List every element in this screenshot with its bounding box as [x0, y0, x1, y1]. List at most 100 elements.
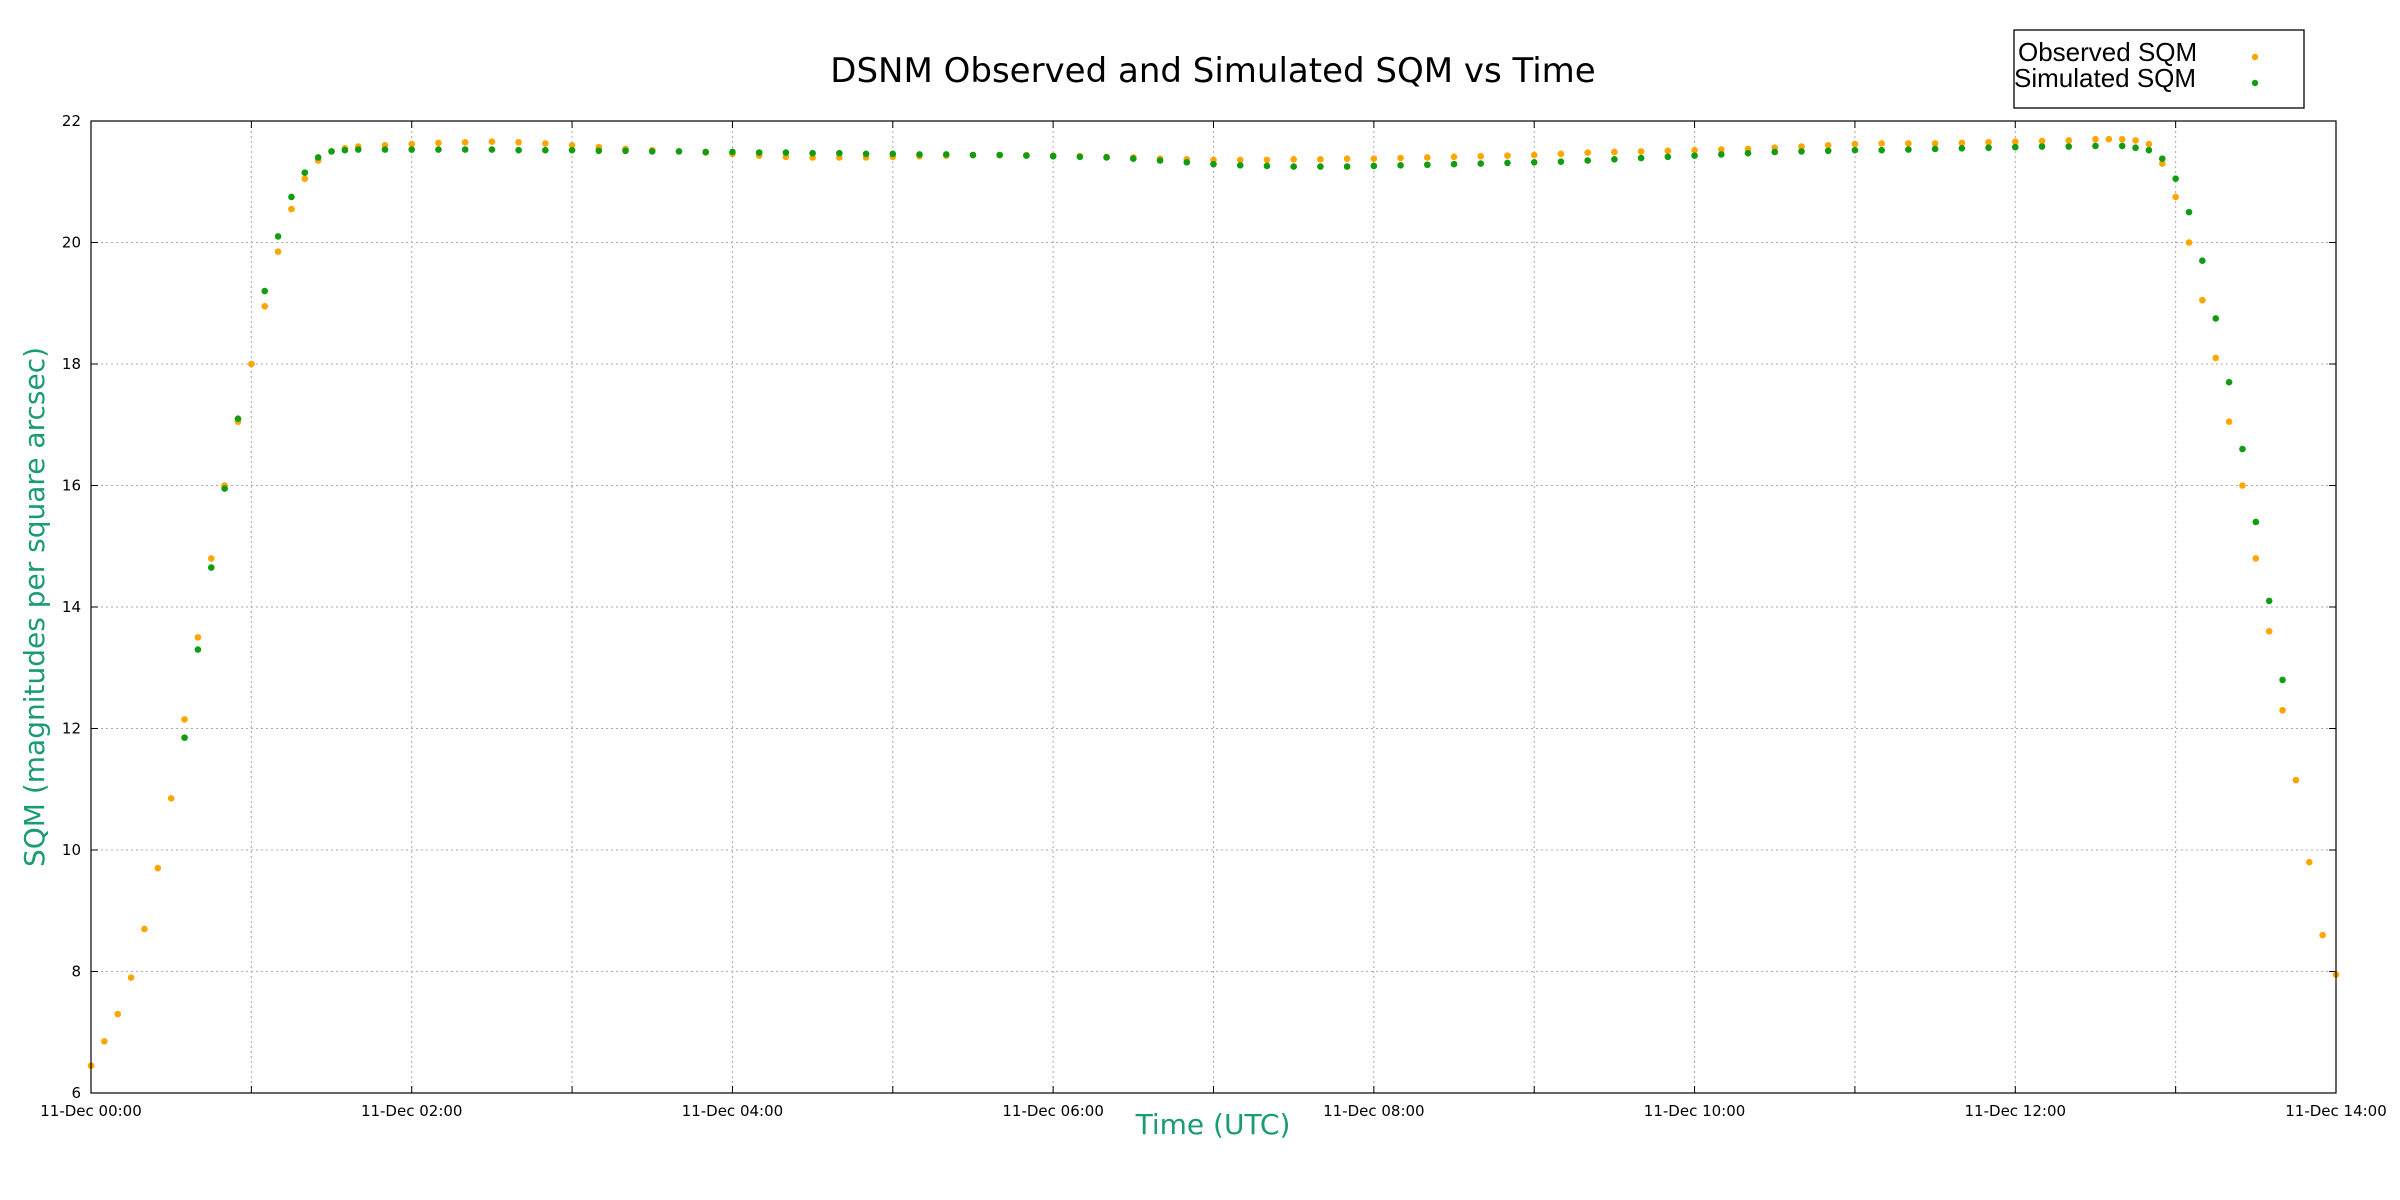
simulated-sqm-point: [1343, 163, 1351, 170]
observed-sqm-point: [2172, 193, 2179, 201]
observed-sqm-point: [1397, 154, 1404, 162]
simulated-sqm-point: [381, 146, 389, 153]
observed-sqm-point: [1798, 143, 1805, 150]
grid-layer: [91, 121, 2336, 1093]
simulated-sqm-point: [1290, 163, 1297, 170]
observed-sqm-point: [1691, 146, 1698, 154]
observed-sqm-point: [2038, 137, 2046, 145]
observed-sqm-point: [248, 360, 255, 368]
x-tick-label: 11-Dec 02:00: [361, 1102, 463, 1120]
simulated-sqm-point: [1798, 148, 1805, 155]
simulated-sqm-point: [1664, 153, 1672, 161]
plot-area-frame: [90, 120, 2337, 1094]
simulated-sqm-point: [2225, 378, 2233, 386]
simulated-sqm-point: [1637, 154, 1645, 162]
observed-sqm-point: [435, 139, 442, 147]
simulated-sqm-point: [542, 146, 549, 154]
observed-sqm-point: [1878, 140, 1885, 147]
simulated-sqm-point: [836, 149, 843, 157]
observed-sqm-point: [1557, 150, 1565, 158]
observed-sqm-point: [1611, 148, 1618, 156]
simulated-sqm-point: [408, 146, 416, 153]
simulated-sqm-point: [755, 149, 763, 156]
simulated-sqm-point: [1023, 152, 1030, 159]
simulated-sqm-point: [996, 151, 1003, 159]
observed-sqm-point: [167, 795, 175, 802]
observed-sqm-point: [2212, 354, 2220, 362]
simulated-sqm-point: [916, 151, 923, 158]
observed-sqm-point: [488, 138, 496, 145]
simulated-sqm-point: [1985, 144, 1992, 152]
observed-sqm-point: [2092, 135, 2099, 143]
observed-sqm-point: [1931, 140, 1939, 147]
x-tick-label: 11-Dec 10:00: [1644, 1102, 1746, 1120]
observed-sqm-point: [301, 175, 309, 183]
observed-sqm-point: [2011, 138, 2019, 145]
simulated-sqm-point: [1236, 162, 1244, 169]
simulated-sqm-point: [889, 150, 897, 158]
y-tick-label: 10: [62, 841, 81, 859]
legend-marker-observed: [2251, 53, 2259, 61]
legend-label-observed: Observed SQM: [2018, 37, 2197, 67]
simulated-sqm-point: [1584, 157, 1591, 164]
simulated-sqm-point: [1691, 152, 1698, 159]
simulated-sqm-point: [461, 146, 469, 153]
observed-sqm-point: [1905, 140, 1912, 147]
simulated-sqm-point: [341, 146, 349, 154]
observed-sqm-point: [261, 302, 269, 310]
observed-sqm-point: [1958, 139, 1966, 147]
simulated-sqm-point: [1611, 155, 1618, 163]
y-tick-label: 20: [62, 234, 81, 252]
simulated-sqm-point: [1824, 147, 1832, 155]
observed-sqm-point: [1317, 155, 1324, 163]
simulated-sqm-point: [729, 148, 736, 156]
simulated-sqm-point: [1424, 161, 1431, 169]
observed-sqm-point: [2252, 555, 2260, 562]
observed-sqm-point: [2292, 776, 2300, 784]
simulated-sqm-point: [2252, 518, 2260, 526]
simulated-sqm-point: [234, 415, 242, 422]
simulated-sqm-point: [969, 151, 977, 159]
observed-sqm-point: [181, 716, 188, 723]
observed-sqm-point: [194, 634, 202, 641]
simulated-sqm-point: [2199, 257, 2206, 265]
simulated-sqm-point: [862, 150, 870, 158]
observed-sqm-point: [127, 974, 135, 981]
simulated-sqm-point: [1717, 151, 1725, 158]
observed-sqm-point: [2158, 160, 2166, 167]
simulated-sqm-point: [274, 233, 282, 240]
simulated-sqm-point: [1557, 158, 1565, 166]
y-tick-label: 16: [62, 477, 81, 495]
tick-label-layer: 11-Dec 00:00 11-Dec 02:00 11-Dec 04:00 11-D…: [40, 112, 2387, 1120]
observed-sqm-point: [154, 864, 162, 872]
simulated-sqm-point: [1958, 145, 1966, 152]
simulated-sqm-point: [2212, 315, 2220, 322]
simulated-sqm-point: [261, 287, 269, 295]
observed-sqm-point: [2132, 137, 2139, 144]
simulated-sqm-point: [2265, 597, 2273, 605]
simulated-sqm-point: [288, 193, 295, 201]
observed-sqm-point: [274, 248, 282, 255]
observed-sqm-point: [1504, 152, 1511, 159]
observed-sqm-point: [207, 555, 215, 562]
observed-sqm-point: [141, 925, 148, 933]
simulated-sqm-point: [1317, 163, 1324, 170]
observed-sqm-point: [2185, 239, 2193, 246]
observed-sqm-point: [2118, 135, 2126, 143]
simulated-sqm-point: [2158, 155, 2166, 162]
simulated-sqm-point: [194, 646, 202, 653]
observed-sqm-point: [1290, 155, 1297, 163]
observed-sqm-point: [2145, 140, 2153, 148]
simulated-sqm-point: [1183, 159, 1191, 166]
simulated-sqm-point: [1370, 162, 1378, 170]
x-tick-label: 11-Dec 08:00: [1323, 1102, 1425, 1120]
simulated-sqm-point: [1744, 149, 1752, 157]
observed-sqm-point: [1370, 155, 1378, 162]
simulated-sqm-point: [1076, 153, 1084, 161]
simulated-sqm-point: [1103, 154, 1110, 161]
simulated-sqm-point: [1049, 152, 1057, 160]
y-tick-label: 12: [62, 720, 81, 738]
simulated-sqm-point: [328, 148, 335, 155]
simulated-sqm-point: [2092, 142, 2099, 150]
